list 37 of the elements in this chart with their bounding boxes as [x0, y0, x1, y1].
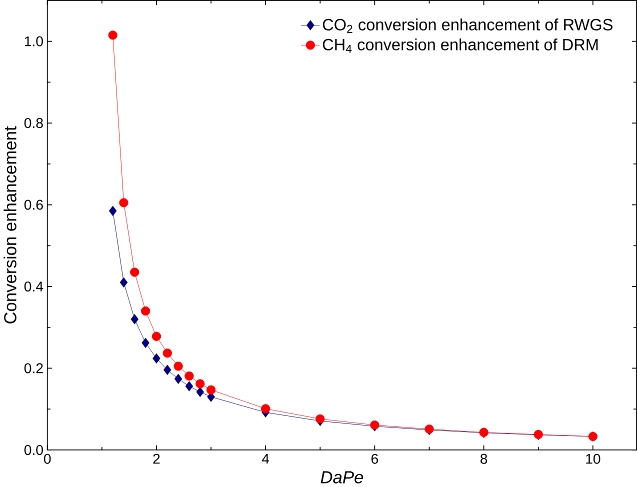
x-axis-title: DaPe	[320, 471, 364, 484]
point	[120, 277, 128, 288]
y-tick-label: 1.0	[24, 36, 43, 46]
point	[130, 314, 139, 324]
point	[174, 362, 183, 371]
point	[184, 371, 194, 381]
x-tick-label: 4	[262, 454, 270, 464]
x-tick-label: 6	[371, 454, 378, 464]
point	[119, 198, 128, 208]
y-tick-label: 0.0	[24, 444, 43, 455]
point	[206, 385, 216, 394]
point	[163, 364, 172, 375]
y-axis-title: Conversion enhancement	[4, 126, 16, 324]
point	[142, 338, 150, 348]
point	[130, 268, 140, 277]
legend-label: CH$_{4}$ conversion enhancement of DRM	[322, 38, 598, 53]
y-tick-label: 0.4	[24, 281, 44, 292]
point	[108, 206, 117, 216]
point	[152, 353, 160, 364]
point	[140, 306, 150, 316]
point	[108, 30, 118, 40]
y-tick-label: 0.6	[24, 200, 43, 210]
x-tick-label: 2	[153, 454, 160, 464]
y-tick-label: 0.2	[24, 363, 43, 374]
x-tick-label: 8	[480, 454, 488, 464]
point	[185, 381, 194, 392]
point	[196, 379, 205, 388]
y-tick-label: 0.8	[24, 118, 43, 128]
x-tick-label: 0	[44, 454, 51, 464]
point	[261, 404, 270, 414]
point	[316, 414, 325, 424]
x-tick-label: 10	[586, 454, 600, 464]
legend-label: CO$_{2}$ conversion enhancement of RWGS	[322, 18, 612, 33]
point	[162, 348, 172, 358]
point	[196, 386, 204, 398]
point	[152, 332, 162, 341]
point	[174, 374, 182, 384]
